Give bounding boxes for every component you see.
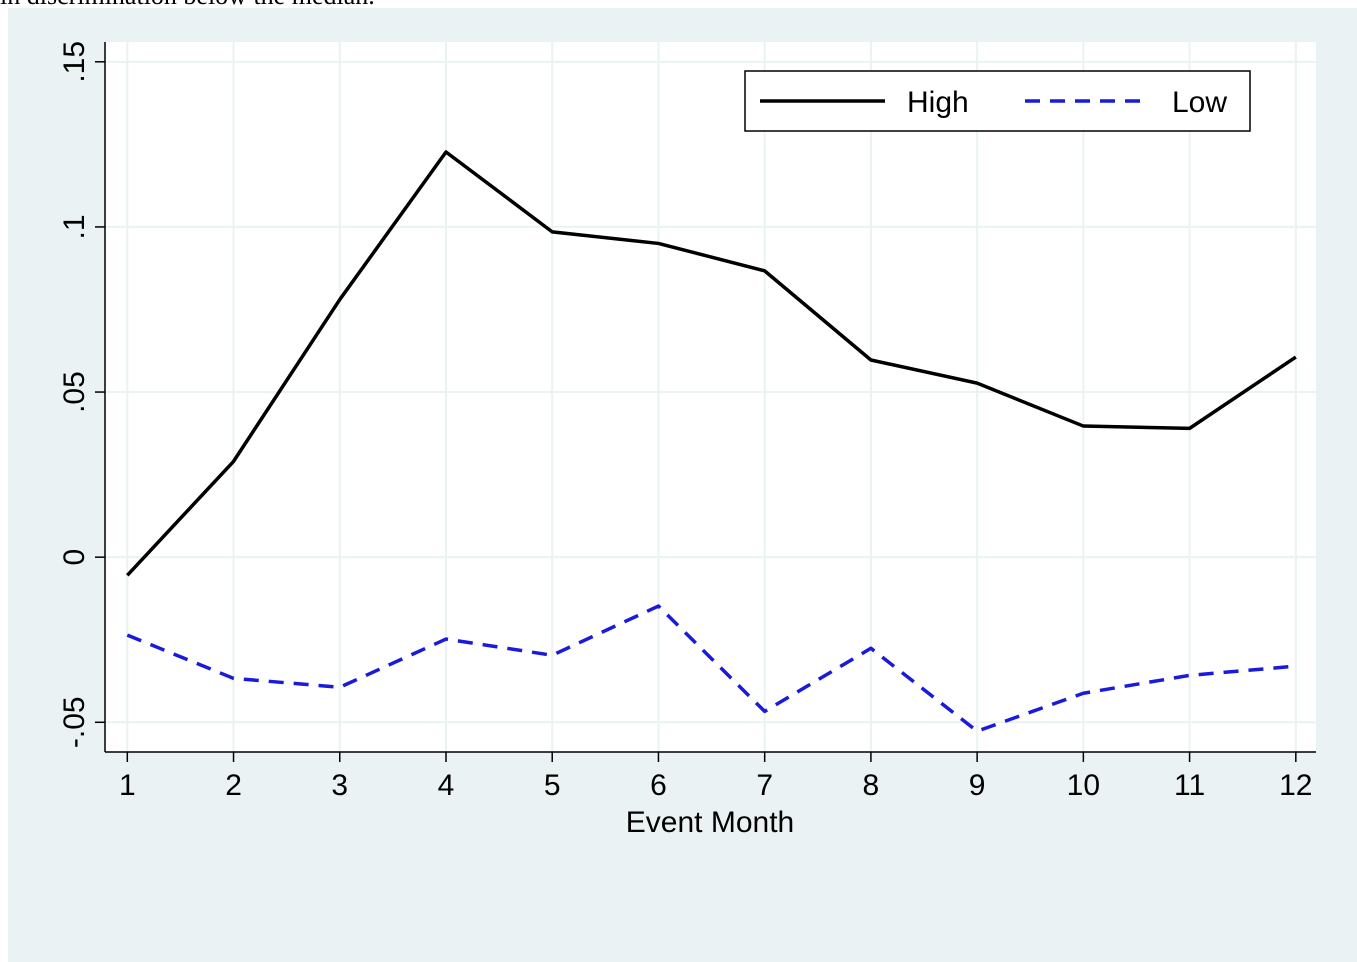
- plot-area: [105, 42, 1316, 752]
- y-tick-label: -.05: [58, 696, 91, 748]
- y-tick-label: .05: [58, 371, 91, 413]
- x-tick-label: 10: [1067, 769, 1100, 802]
- x-tick-label: 7: [756, 769, 773, 802]
- legend-label: Low: [1172, 86, 1227, 119]
- x-tick-label: 3: [331, 769, 348, 802]
- line-1: [126, 604, 1296, 733]
- x-tick-label: 4: [438, 769, 455, 802]
- x-tick-label: 1: [119, 769, 136, 802]
- x-tick-label: 11: [1174, 769, 1205, 802]
- legend-label: High: [907, 86, 969, 119]
- x-tick-label: 6: [650, 769, 667, 802]
- caption: in discrimination below the median.: [0, 0, 375, 10]
- x-tick-label: 9: [969, 769, 986, 802]
- x-tick-label: 5: [544, 769, 561, 802]
- x-tick-label: 12: [1279, 769, 1312, 802]
- y-tick-label: 0: [58, 549, 91, 566]
- x-axis-title: Event Month: [626, 806, 794, 839]
- line-0: [126, 150, 1297, 577]
- x-tick-label: 8: [863, 769, 880, 802]
- x-tick-label: 2: [225, 769, 242, 802]
- y-tick-label: .1: [58, 214, 91, 239]
- legend-box: [744, 70, 1251, 132]
- y-tick-label: .15: [58, 41, 91, 83]
